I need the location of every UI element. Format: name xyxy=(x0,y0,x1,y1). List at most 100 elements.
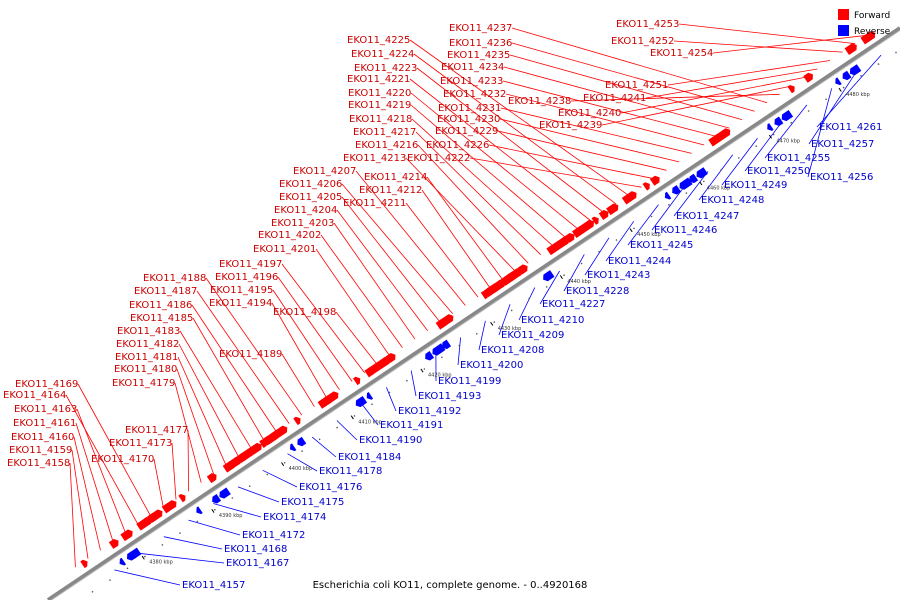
reverse-leader-line xyxy=(287,453,318,472)
minor-tick xyxy=(563,274,565,277)
forward-gene-label: EKO11_4239 xyxy=(539,120,602,131)
reverse-leader-line xyxy=(213,503,262,518)
forward-leader-line xyxy=(426,176,504,281)
reverse-gene-feature xyxy=(842,70,852,81)
minor-tick xyxy=(528,297,530,300)
forward-gene-label: EKO11_4213 xyxy=(343,153,406,164)
forward-gene-feature xyxy=(246,442,262,457)
reverse-leader-line xyxy=(518,287,536,321)
forward-leader-line xyxy=(335,311,378,365)
reverse-gene-label: EKO11_4199 xyxy=(438,376,501,387)
reverse-leader-line xyxy=(386,387,397,412)
minor-tick xyxy=(738,157,740,159)
reverse-gene-label: EKO11_4172 xyxy=(242,530,305,541)
forward-gene-feature xyxy=(352,376,361,386)
forward-gene-feature xyxy=(787,84,795,94)
forward-gene-label: EKO11_4164 xyxy=(3,390,66,401)
forward-leader-line xyxy=(177,356,227,466)
reverse-gene-label: EKO11_4174 xyxy=(263,512,326,523)
reverse-gene-label: EKO11_4191 xyxy=(380,420,443,431)
forward-gene-label: EKO11_4221 xyxy=(347,74,410,85)
reverse-gene-feature xyxy=(696,167,708,179)
forward-gene-label: EKO11_4231 xyxy=(438,103,501,114)
reverse-leader-line xyxy=(498,304,511,336)
forward-leader-line xyxy=(272,289,340,391)
minor-tick xyxy=(406,379,408,382)
forward-gene-label: EKO11_4233 xyxy=(440,76,503,87)
major-tick xyxy=(699,181,703,186)
forward-gene-label: EKO11_4241 xyxy=(583,93,646,104)
reverse-leader-line xyxy=(311,436,337,458)
minor-tick xyxy=(458,344,461,347)
forward-leader-line xyxy=(511,42,755,112)
forward-gene-label: EKO11_4185 xyxy=(130,313,193,324)
reverse-gene-label: EKO11_4247 xyxy=(676,211,739,222)
minor-tick xyxy=(807,110,810,112)
forward-gene-label: EKO11_4183 xyxy=(117,326,180,337)
forward-leader-line xyxy=(469,157,642,188)
reverse-gene-label: EKO11_4157 xyxy=(182,580,245,591)
minor-tick xyxy=(895,51,897,54)
forward-gene-feature xyxy=(564,232,575,243)
reverse-leader-line xyxy=(457,337,461,366)
minor-tick xyxy=(598,250,600,253)
minor-tick xyxy=(580,262,583,265)
minor-tick xyxy=(179,532,181,534)
forward-leader-line xyxy=(645,68,818,99)
forward-leader-line xyxy=(497,130,667,171)
forward-leader-line xyxy=(421,189,491,289)
forward-gene-feature xyxy=(385,353,396,364)
forward-gene-feature xyxy=(161,500,177,514)
forward-gene-label: EKO11_4197 xyxy=(219,259,282,270)
forward-leader-line xyxy=(503,66,730,129)
reverse-gene-feature xyxy=(664,191,672,200)
reverse-gene-label: EKO11_4243 xyxy=(587,270,650,281)
forward-gene-feature xyxy=(517,264,528,275)
forward-leader-line xyxy=(179,330,252,450)
reverse-gene-feature xyxy=(119,557,127,566)
forward-gene-label: EKO11_4161 xyxy=(13,418,76,429)
reverse-gene-label: EKO11_4176 xyxy=(299,482,362,493)
forward-gene-feature xyxy=(120,529,133,542)
forward-leader-line xyxy=(678,23,856,44)
forward-gene-feature xyxy=(438,314,454,328)
reverse-leader-line xyxy=(764,104,808,159)
gene-labels: EKO11_4158 EKO11_4159 EKO11_4160 EKO11_4161… xyxy=(3,19,882,591)
reverse-gene-feature xyxy=(672,185,682,195)
reverse-leader-line xyxy=(816,54,882,128)
forward-gene-feature xyxy=(598,210,609,221)
reverse-leader-line xyxy=(808,71,857,145)
forward-leader-line xyxy=(336,209,428,331)
forward-leader-line xyxy=(333,222,416,340)
forward-leader-line xyxy=(171,442,177,500)
minor-tick xyxy=(703,180,705,183)
major-tick xyxy=(281,462,285,467)
forward-leader-line xyxy=(77,383,152,517)
forward-gene-label: EKO11_4179 xyxy=(112,378,175,389)
forward-gene-label: EKO11_4229 xyxy=(435,126,498,137)
forward-gene-label: EKO11_4196 xyxy=(215,272,278,283)
minor-tick xyxy=(493,321,496,323)
minor-tick xyxy=(214,508,216,511)
reverse-gene-feature xyxy=(196,506,203,515)
reverse-gene-feature xyxy=(543,270,555,282)
forward-leader-line xyxy=(511,27,768,104)
genome-caption: Escherichia coli KO11, complete genome. … xyxy=(313,580,588,591)
reverse-gene-feature xyxy=(297,436,307,447)
minor-tick xyxy=(615,239,618,241)
minor-tick xyxy=(248,485,251,488)
axis-shadow xyxy=(50,29,900,600)
forward-gene-label: EKO11_4173 xyxy=(109,438,172,449)
forward-gene-label: EKO11_4211 xyxy=(343,198,406,209)
forward-gene-feature xyxy=(860,31,876,45)
forward-leader-line xyxy=(601,85,793,126)
forward-gene-label: EKO11_4223 xyxy=(354,63,417,74)
forward-gene-feature xyxy=(606,203,619,216)
reverse-gene-label: EKO11_4228 xyxy=(566,286,629,297)
reverse-leader-line xyxy=(807,88,833,178)
minor-tick xyxy=(283,462,286,464)
forward-gene-label: EKO11_4202 xyxy=(258,230,321,241)
forward-gene-feature xyxy=(178,493,186,503)
forward-gene-label: EKO11_4158 xyxy=(7,458,70,469)
reverse-gene-label: EKO11_4257 xyxy=(811,139,874,150)
